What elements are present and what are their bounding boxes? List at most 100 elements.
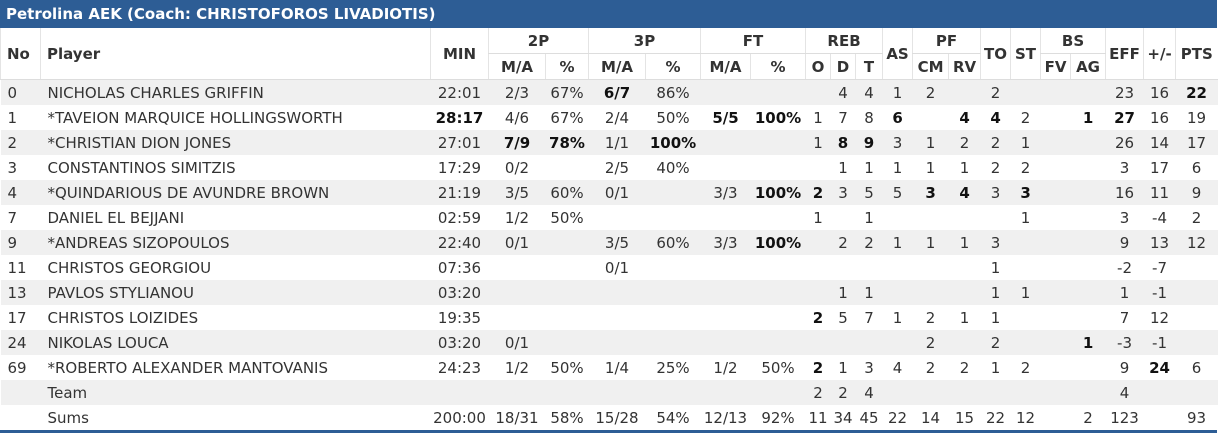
- stat-cell: [431, 380, 489, 405]
- stat-cell: 1: [959, 233, 970, 252]
- player-row: 9 *ANDREAS SIZOPOULOS 22:40 0/1 3/5 60% 3/3 100…: [0, 230, 1218, 255]
- stat-cell: 15/28: [595, 408, 639, 427]
- stat-cell: 2/5: [604, 158, 630, 177]
- stat-cell: 0/1: [604, 258, 630, 277]
- header: MIN: [430, 28, 489, 80]
- stat-cell: -4: [1152, 208, 1168, 227]
- stat-cell: [1041, 255, 1071, 280]
- stat-cell: 12: [1015, 408, 1036, 427]
- stat-cell: 3: [892, 133, 903, 152]
- stat-cell: [1176, 380, 1218, 405]
- stat-cell: [751, 330, 806, 355]
- stat-cell: 16: [1114, 183, 1135, 202]
- stat-cell: [1011, 230, 1041, 255]
- stat-cell: 3: [925, 183, 936, 202]
- header: ST: [1010, 28, 1041, 80]
- player-name: *QUINDARIOUS DE AVUNDRE BROWN: [47, 183, 330, 202]
- stat-cell: 2: [1020, 158, 1031, 177]
- stat-cell: [1176, 255, 1218, 280]
- stat-cell: [831, 330, 856, 355]
- stat-cell: 200:00: [433, 408, 486, 427]
- stat-cell: [883, 380, 913, 405]
- stat-cell: 1: [959, 308, 970, 327]
- stat-cell: [1011, 255, 1041, 280]
- stat-cell: [913, 205, 949, 230]
- player-row: Sums 200:00 18/31 58% 15/28 54% 12/13 92% 11 34 45…: [1, 405, 1218, 430]
- header: TO: [980, 28, 1011, 80]
- player-row: 0 NICHOLAS CHARLES GRIFFIN 22:01 2/3 67% 6/7 8…: [0, 79, 1218, 105]
- stat-cell: 60%: [550, 183, 584, 202]
- stat-cell: 1: [7, 108, 18, 127]
- stat-cell: 4/6: [504, 108, 530, 127]
- stat-cell: 67%: [550, 83, 584, 102]
- stat-cell: 12: [1186, 233, 1207, 252]
- stat-cell: 12: [1149, 308, 1170, 327]
- stat-cell: 9: [1119, 233, 1130, 252]
- stat-cell: [546, 305, 589, 330]
- stat-cell: 12/13: [703, 408, 748, 427]
- stat-cell: 1: [892, 158, 903, 177]
- stat-cell: 0: [7, 83, 18, 102]
- subheader-row: M/A% M/A% M/A% O D T CM RV FV AG: [1, 53, 1218, 80]
- stat-cell: 50%: [656, 108, 690, 127]
- stat-cell: 9: [7, 233, 18, 252]
- subheader: D: [830, 53, 856, 80]
- stat-cell: 14: [1149, 133, 1170, 152]
- stat-cell: 2: [990, 158, 1001, 177]
- stat-cell: 2: [959, 358, 970, 377]
- header: Player: [40, 28, 431, 80]
- stat-cell: 93: [1186, 408, 1207, 427]
- stat-cell: 25%: [656, 358, 690, 377]
- stat-cell: 2: [1191, 208, 1202, 227]
- stat-cell: 123: [1110, 408, 1139, 427]
- stat-cell: [806, 230, 831, 255]
- stat-cell: [751, 305, 806, 330]
- stat-cell: 2: [1083, 408, 1093, 427]
- stat-cell: [546, 230, 589, 255]
- stat-cell: 60%: [656, 233, 690, 252]
- player-name: *ANDREAS SIZOPOULOS: [47, 233, 230, 252]
- stat-cell: 17: [1186, 133, 1207, 152]
- stat-cell: 2/4: [604, 108, 630, 127]
- stat-cell: 4: [864, 83, 874, 102]
- stat-cell: [1041, 380, 1071, 405]
- stat-cell: [646, 330, 701, 355]
- stat-cell: [751, 155, 806, 180]
- stat-cell: [546, 330, 589, 355]
- stat-cell: [1041, 305, 1071, 330]
- stat-cell: 7: [838, 108, 848, 127]
- stat-cell: 3: [990, 183, 1001, 202]
- stat-cell: 1/2: [504, 208, 530, 227]
- header: 3P: [588, 28, 701, 54]
- subheader: O: [805, 53, 831, 80]
- stat-cell: [1041, 330, 1071, 355]
- stat-cell: 19: [1186, 108, 1207, 127]
- stat-cell: 2: [812, 308, 824, 327]
- stat-cell: [1041, 280, 1071, 305]
- stat-cell: [806, 155, 831, 180]
- header: REB: [805, 28, 883, 54]
- stat-cell: -1: [1152, 283, 1168, 302]
- stat-cell: [1041, 405, 1071, 430]
- stat-cell: 1: [1020, 208, 1031, 227]
- player-row: 7 DANIEL EL BEJJANI 02:59 1/2 50% 1 1 1 3 -4 2: [1, 205, 1218, 230]
- stat-cell: 58%: [550, 408, 584, 427]
- stat-cell: [856, 255, 883, 280]
- player-row: 4 *QUINDARIOUS DE AVUNDRE BROWN 21:19 3/5 60…: [0, 180, 1218, 205]
- stat-cell: 2: [812, 183, 824, 202]
- stat-cell: 2: [838, 233, 848, 252]
- stat-cell: [1176, 305, 1218, 330]
- stat-cell: 4: [892, 358, 903, 377]
- stat-cell: 0/1: [504, 333, 530, 352]
- stat-cell: [883, 280, 913, 305]
- stat-cell: 1: [990, 358, 1001, 377]
- stat-cell: [546, 155, 589, 180]
- player-name: Team: [47, 383, 88, 402]
- stat-cell: 6: [1191, 358, 1202, 377]
- stat-cell: 03:20: [437, 333, 482, 352]
- player-row: 3 CONSTANTINOS SIMITZIS 17:29 0/2 2/5 40% 1 1 1 1…: [1, 155, 1218, 180]
- player-name: CONSTANTINOS SIMITZIS: [47, 158, 236, 177]
- table-body: 0 NICHOLAS CHARLES GRIFFIN 22:01 2/3 67% 6/7 8…: [0, 79, 1218, 431]
- stat-cell: 86%: [656, 83, 690, 102]
- stat-cell: [1144, 405, 1176, 430]
